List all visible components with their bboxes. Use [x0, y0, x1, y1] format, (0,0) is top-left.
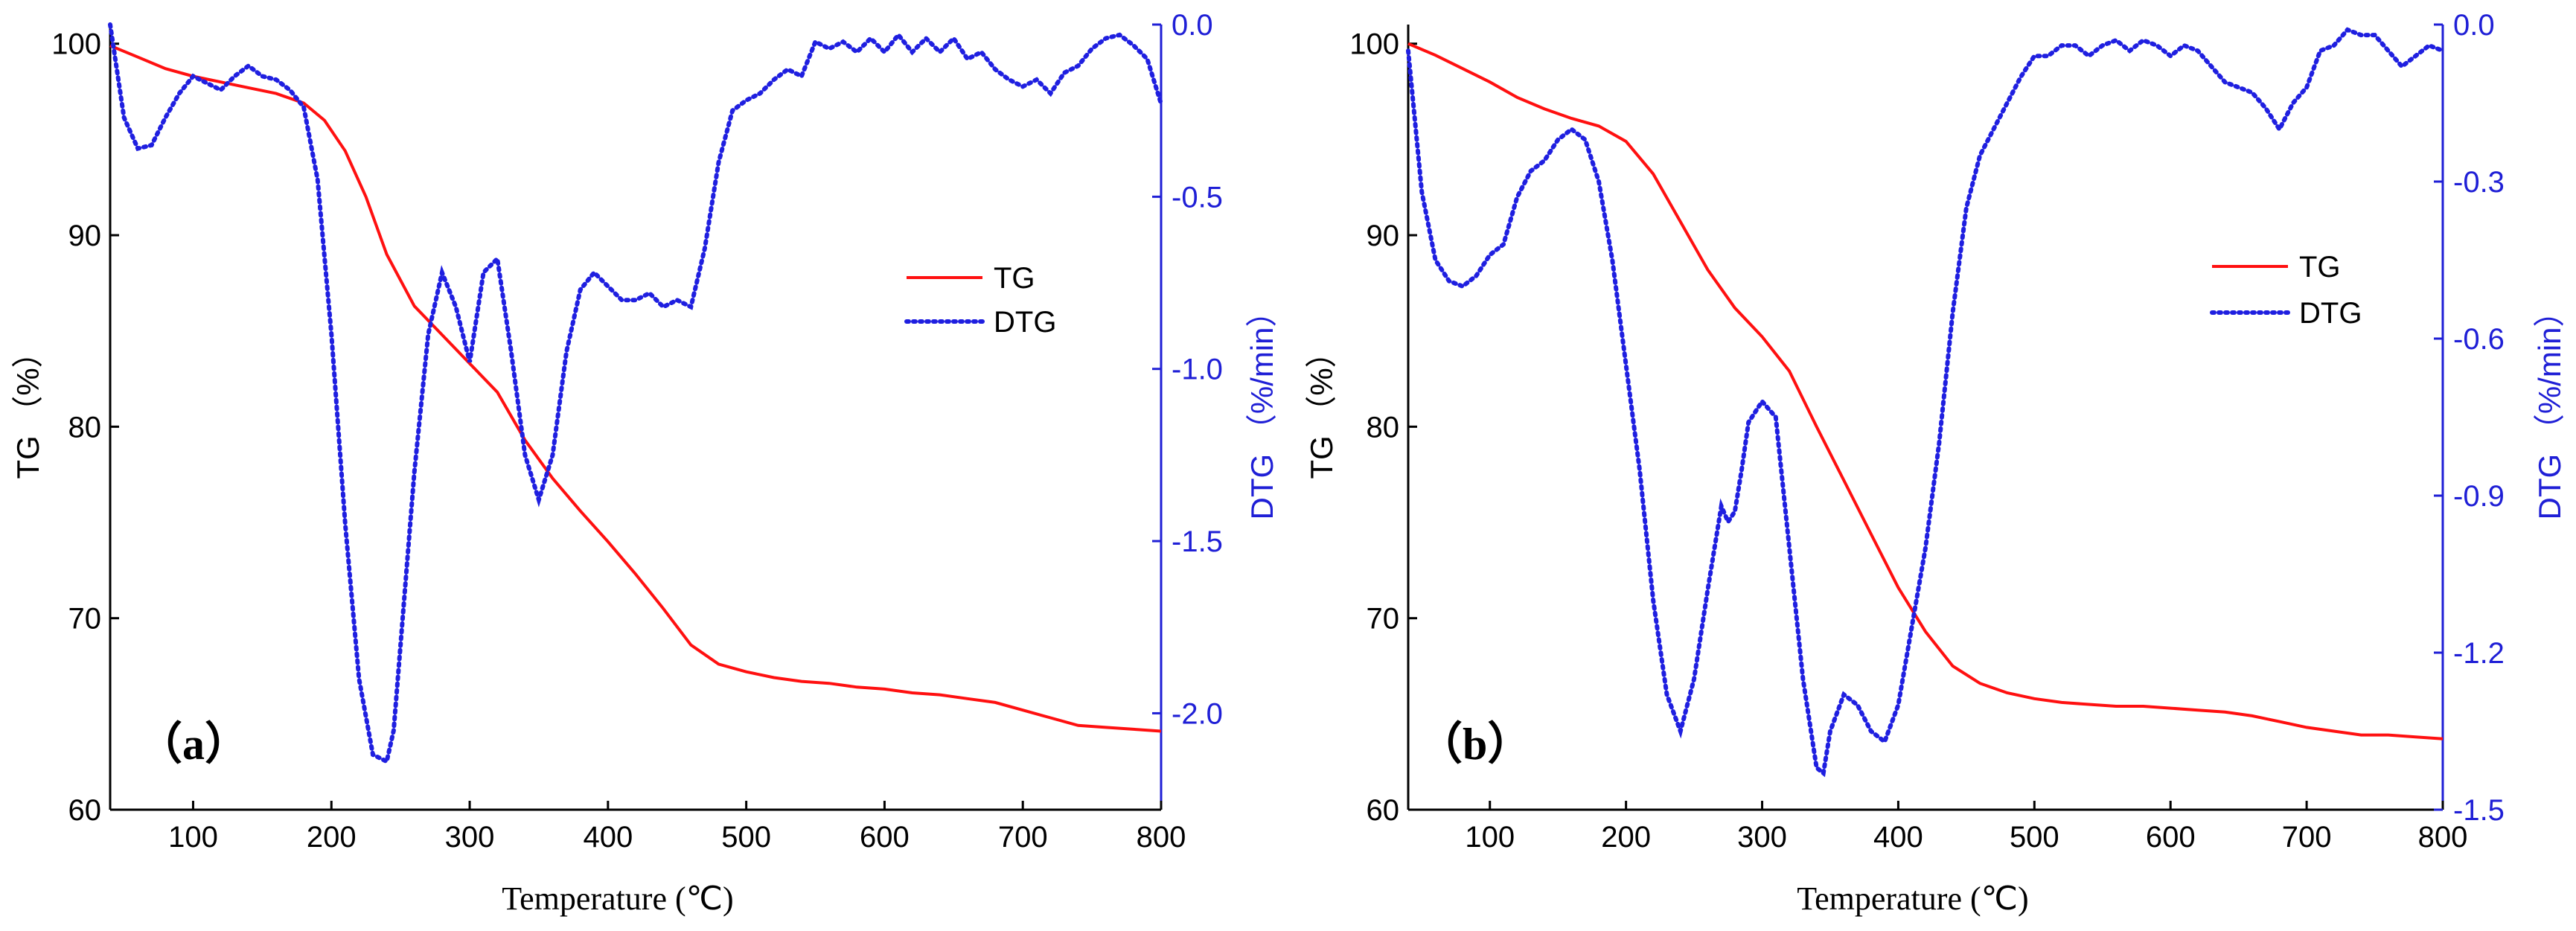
y2-tick-label-a: -1.0: [1172, 353, 1223, 386]
y2-tick-label-a: -2.0: [1172, 697, 1223, 730]
x-tick-label-b: 500: [2010, 821, 2059, 854]
y2-tick-label-b: -0.3: [2453, 166, 2505, 199]
y2-tick-label-b: -0.9: [2453, 480, 2505, 513]
x-tick-label-a: 400: [583, 821, 633, 854]
x-tick-label-a: 700: [998, 821, 1048, 854]
x-tick-label-b: 300: [1737, 821, 1787, 854]
y-tick-label-a: 60: [68, 794, 102, 827]
plot-area-b: 100 200 300 400 500 600 700 800 60 70 80 90 100 0.0 -0…: [1349, 9, 2505, 854]
x-tick-label-b: 100: [1465, 821, 1515, 854]
panel-b: 100 200 300 400 500 600 700 800 60 70 80 90 100 0.0 -0…: [1304, 9, 2567, 917]
dtg-series-line-b: [1406, 27, 2445, 778]
y2-axis-title-b: DTG （%/min）: [2532, 295, 2567, 519]
y-tick-label-a: 70: [68, 603, 102, 636]
y2-tick-label-b: -1.2: [2453, 637, 2505, 670]
legend-label-dtg-a: DTG: [994, 306, 1056, 339]
x-axis-title-a: Temperature (℃): [502, 880, 733, 917]
legend-label-tg-b: TG: [2299, 251, 2341, 284]
y2-tick-label-a: 0.0: [1172, 9, 1213, 42]
tg-series-line-a: [109, 44, 1162, 733]
y2-axis-title-a: DTG （%/min）: [1244, 295, 1279, 519]
x-tick-label-b: 400: [1873, 821, 1923, 854]
legend-a: TG DTG: [904, 262, 1056, 339]
y-tick-label-b: 70: [1367, 603, 1400, 636]
x-tick-label-a: 600: [860, 821, 910, 854]
y-tick-label-b: 100: [1349, 28, 1399, 61]
y-tick-label-a: 90: [68, 220, 102, 252]
y-axis-title-b: TG （%）: [1304, 336, 1339, 479]
x-tick-label-b: 800: [2418, 821, 2468, 854]
plot-area-a: 100 200 300 400 500 600 700 800 60 70 80 90 100 0.0 -0…: [51, 9, 1223, 854]
panel-label-b: （b）: [1418, 719, 1532, 769]
y-tick-label-b: 90: [1367, 220, 1400, 252]
x-tick-label-b: 700: [2282, 821, 2332, 854]
x-tick-label-b: 600: [2146, 821, 2196, 854]
x-tick-label-a: 200: [307, 821, 357, 854]
y2-tick-label-b: -0.6: [2453, 323, 2505, 356]
y-tick-label-a: 80: [68, 411, 102, 444]
y2-tick-label-a: -0.5: [1172, 181, 1223, 214]
x-tick-label-a: 800: [1137, 821, 1186, 854]
y2-tick-label-a: -1.5: [1172, 525, 1223, 558]
dtg-series-line-a: [108, 22, 1163, 765]
panel-a: 100 200 300 400 500 600 700 800 60 70 80 90 100 0.0 -0…: [10, 9, 1279, 917]
legend-label-dtg-b: DTG: [2299, 297, 2362, 330]
y-tick-label-a: 100: [51, 28, 101, 61]
y-axis-title-a: TG （%）: [10, 336, 45, 479]
legend-b: TG DTG: [2210, 251, 2362, 330]
x-tick-label-a: 300: [445, 821, 495, 854]
y-tick-label-b: 60: [1367, 794, 1400, 827]
y-tick-label-b: 80: [1367, 411, 1400, 444]
tg-series-line-b: [1407, 42, 2444, 740]
y2-tick-label-b: 0.0: [2453, 9, 2495, 42]
x-tick-label-a: 100: [168, 821, 218, 854]
y2-tick-label-b: -1.5: [2453, 794, 2505, 827]
legend-label-tg-a: TG: [994, 262, 1035, 295]
x-tick-label-b: 200: [1601, 821, 1651, 854]
x-tick-label-a: 500: [721, 821, 771, 854]
panel-label-a: （a）: [138, 719, 249, 769]
x-axis-title-b: Temperature (℃): [1797, 880, 2028, 917]
